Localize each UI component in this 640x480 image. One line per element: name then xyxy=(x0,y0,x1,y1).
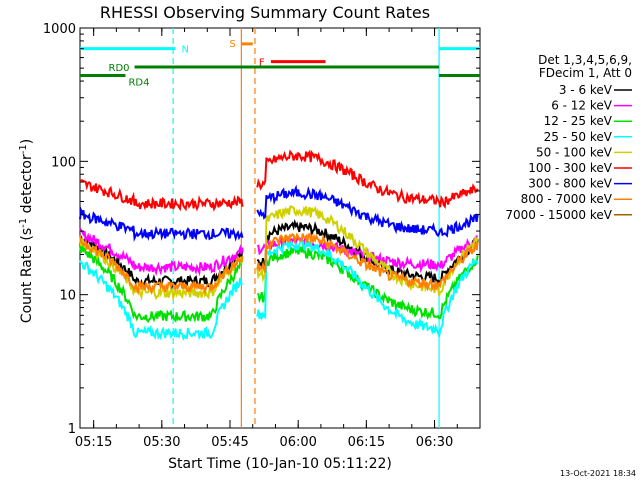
x-tick-label: 05:45 xyxy=(211,435,248,450)
series-line-6 xyxy=(79,184,479,243)
x-tick-label: 05:15 xyxy=(75,435,112,450)
svg-text:Count Rate (s-1 detector-1): Count Rate (s-1 detector-1) xyxy=(18,139,36,323)
chart-title: RHESSI Observing Summary Count Rates xyxy=(100,3,430,22)
legend-label-3: 25 - 50 keV xyxy=(544,130,613,144)
x-tick-label: 05:30 xyxy=(143,435,180,450)
y-axis-label: Count Rate (s-1 detector-1) xyxy=(18,139,36,323)
annotation-label-n: N xyxy=(181,45,188,56)
axes: 1 10 100 1000 05:15 05:30 05:45 06:00 06:15 06:30 xyxy=(43,22,481,450)
footer-timestamp: 13-Oct-2021 18:34 xyxy=(560,469,636,478)
series-line-7 xyxy=(79,232,479,296)
annotation-label-rd4: RD4 xyxy=(128,78,149,89)
legend-label-7: 800 - 7000 keV xyxy=(521,192,613,206)
series-line-0 xyxy=(79,218,479,290)
series-line-3 xyxy=(79,239,479,341)
legend: Det 1,3,4,5,6,9, FDecim 1, Att 0 3 - 6 k… xyxy=(505,53,632,222)
series-line-2 xyxy=(79,243,479,324)
x-tick-label: 06:00 xyxy=(279,435,316,450)
legend-label-5: 100 - 300 keV xyxy=(528,161,612,175)
x-tick-label: 06:30 xyxy=(416,435,453,450)
series-line-4 xyxy=(79,205,479,302)
plot-frame xyxy=(79,27,481,429)
legend-label-2: 12 - 25 keV xyxy=(544,114,613,128)
y-axis-label-sup: -1 xyxy=(18,218,29,228)
y-axis-label-end: ) xyxy=(19,139,35,144)
y-axis-label-sup2: -1 xyxy=(18,144,29,154)
legend-label-0: 3 - 6 keV xyxy=(559,83,613,97)
y-axis-label-prefix: Count Rate (s xyxy=(19,228,35,323)
annotation-label-rd0: RD0 xyxy=(109,63,130,74)
annotations: N RD0 RD4 S F xyxy=(80,39,480,89)
legend-label-6: 300 - 800 keV xyxy=(528,177,612,191)
x-tick-label: 06:15 xyxy=(348,435,385,450)
series-lines xyxy=(79,149,479,341)
x-axis-label: Start Time (10-Jan-10 05:11:22) xyxy=(168,456,392,472)
annotation-label-s: S xyxy=(229,39,235,50)
legend-title-2: FDecim 1, Att 0 xyxy=(539,66,632,80)
y-tick-label: 100 xyxy=(51,155,76,170)
y-tick-label: 1000 xyxy=(43,22,76,37)
y-axis-label-suffix: detector xyxy=(19,154,35,218)
legend-label-1: 6 - 12 keV xyxy=(551,99,613,113)
annotation-label-f: F xyxy=(259,58,265,69)
plot-border xyxy=(79,27,481,429)
legend-label-8: 7000 - 15000 keV xyxy=(505,208,612,222)
legend-title-1: Det 1,3,4,5,6,9, xyxy=(538,53,632,67)
y-tick-label: 1 xyxy=(68,422,76,437)
vertical-markers xyxy=(172,28,440,428)
legend-label-4: 50 - 100 keV xyxy=(536,145,613,159)
y-tick-label: 10 xyxy=(59,289,76,304)
series-line-5 xyxy=(79,149,479,212)
